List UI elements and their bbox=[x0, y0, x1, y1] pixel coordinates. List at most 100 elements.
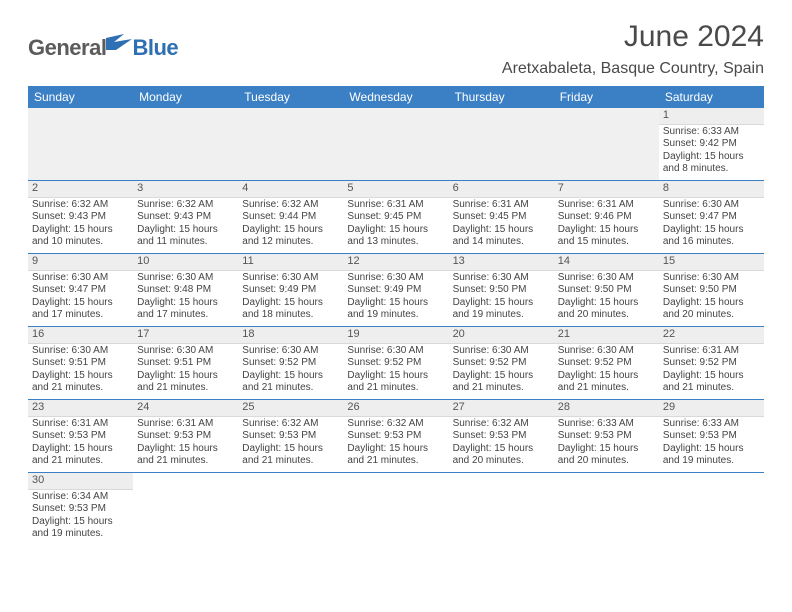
sunrise-line: Sunrise: 6:32 AM bbox=[32, 199, 129, 212]
day-cell: 7Sunrise: 6:31 AMSunset: 9:46 PMDaylight… bbox=[554, 181, 659, 253]
day-number: 1 bbox=[659, 108, 764, 125]
day-number: 27 bbox=[449, 400, 554, 417]
empty-cell bbox=[449, 473, 554, 545]
sunrise-line: Sunrise: 6:31 AM bbox=[453, 199, 550, 212]
page: General Blue June 2024 Aretxabaleta, Bas… bbox=[0, 0, 792, 565]
daylight-line-2: and 20 minutes. bbox=[663, 309, 760, 322]
day-cell: 11Sunrise: 6:30 AMSunset: 9:49 PMDayligh… bbox=[238, 254, 343, 326]
weekday-label: Saturday bbox=[659, 86, 764, 108]
sunset-line: Sunset: 9:50 PM bbox=[453, 284, 550, 297]
weekday-label: Wednesday bbox=[343, 86, 448, 108]
sunrise-line: Sunrise: 6:31 AM bbox=[558, 199, 655, 212]
daylight-line-2: and 19 minutes. bbox=[663, 455, 760, 468]
sunrise-line: Sunrise: 6:32 AM bbox=[453, 418, 550, 431]
sunset-line: Sunset: 9:53 PM bbox=[32, 503, 129, 516]
week-row: 16Sunrise: 6:30 AMSunset: 9:51 PMDayligh… bbox=[28, 327, 764, 400]
sunrise-line: Sunrise: 6:30 AM bbox=[32, 345, 129, 358]
weekday-label: Sunday bbox=[28, 86, 133, 108]
sunset-line: Sunset: 9:53 PM bbox=[453, 430, 550, 443]
sunrise-line: Sunrise: 6:30 AM bbox=[558, 272, 655, 285]
sunrise-line: Sunrise: 6:32 AM bbox=[137, 199, 234, 212]
sunset-line: Sunset: 9:52 PM bbox=[558, 357, 655, 370]
daylight-line-2: and 13 minutes. bbox=[347, 236, 444, 249]
day-number: 9 bbox=[28, 254, 133, 271]
day-cell: 5Sunrise: 6:31 AMSunset: 9:45 PMDaylight… bbox=[343, 181, 448, 253]
sunset-line: Sunset: 9:49 PM bbox=[242, 284, 339, 297]
sunset-line: Sunset: 9:53 PM bbox=[558, 430, 655, 443]
sunset-line: Sunset: 9:52 PM bbox=[242, 357, 339, 370]
sunrise-line: Sunrise: 6:30 AM bbox=[347, 272, 444, 285]
daylight-line-1: Daylight: 15 hours bbox=[347, 224, 444, 237]
sunset-line: Sunset: 9:49 PM bbox=[347, 284, 444, 297]
month-title: June 2024 bbox=[502, 20, 764, 54]
sunrise-line: Sunrise: 6:30 AM bbox=[453, 272, 550, 285]
daylight-line-2: and 21 minutes. bbox=[137, 455, 234, 468]
day-cell: 24Sunrise: 6:31 AMSunset: 9:53 PMDayligh… bbox=[133, 400, 238, 472]
day-number: 22 bbox=[659, 327, 764, 344]
daylight-line-1: Daylight: 15 hours bbox=[453, 370, 550, 383]
daylight-line-2: and 16 minutes. bbox=[663, 236, 760, 249]
daylight-line-2: and 21 minutes. bbox=[242, 455, 339, 468]
daylight-line-2: and 21 minutes. bbox=[347, 382, 444, 395]
empty-cell bbox=[238, 108, 343, 180]
daylight-line-2: and 20 minutes. bbox=[453, 455, 550, 468]
daylight-line-1: Daylight: 15 hours bbox=[558, 297, 655, 310]
daylight-line-1: Daylight: 15 hours bbox=[242, 370, 339, 383]
day-number: 21 bbox=[554, 327, 659, 344]
daylight-line-1: Daylight: 15 hours bbox=[663, 370, 760, 383]
daylight-line-1: Daylight: 15 hours bbox=[347, 443, 444, 456]
day-number: 7 bbox=[554, 181, 659, 198]
daylight-line-1: Daylight: 15 hours bbox=[558, 370, 655, 383]
empty-cell bbox=[238, 473, 343, 545]
day-cell: 9Sunrise: 6:30 AMSunset: 9:47 PMDaylight… bbox=[28, 254, 133, 326]
day-cell: 29Sunrise: 6:33 AMSunset: 9:53 PMDayligh… bbox=[659, 400, 764, 472]
sunrise-line: Sunrise: 6:34 AM bbox=[32, 491, 129, 504]
daylight-line-1: Daylight: 15 hours bbox=[558, 443, 655, 456]
daylight-line-2: and 21 minutes. bbox=[32, 382, 129, 395]
daylight-line-2: and 21 minutes. bbox=[347, 455, 444, 468]
day-number: 16 bbox=[28, 327, 133, 344]
day-number: 13 bbox=[449, 254, 554, 271]
daylight-line-1: Daylight: 15 hours bbox=[453, 443, 550, 456]
daylight-line-1: Daylight: 15 hours bbox=[663, 151, 760, 164]
daylight-line-1: Daylight: 15 hours bbox=[347, 297, 444, 310]
sunset-line: Sunset: 9:45 PM bbox=[453, 211, 550, 224]
daylight-line-1: Daylight: 15 hours bbox=[32, 224, 129, 237]
sunrise-line: Sunrise: 6:31 AM bbox=[347, 199, 444, 212]
day-cell: 13Sunrise: 6:30 AMSunset: 9:50 PMDayligh… bbox=[449, 254, 554, 326]
day-number: 23 bbox=[28, 400, 133, 417]
daylight-line-1: Daylight: 15 hours bbox=[242, 443, 339, 456]
sunrise-line: Sunrise: 6:30 AM bbox=[453, 345, 550, 358]
weekday-label: Thursday bbox=[449, 86, 554, 108]
day-number: 15 bbox=[659, 254, 764, 271]
day-number: 4 bbox=[238, 181, 343, 198]
sunrise-line: Sunrise: 6:30 AM bbox=[347, 345, 444, 358]
sunset-line: Sunset: 9:48 PM bbox=[137, 284, 234, 297]
day-cell: 28Sunrise: 6:33 AMSunset: 9:53 PMDayligh… bbox=[554, 400, 659, 472]
sunset-line: Sunset: 9:51 PM bbox=[32, 357, 129, 370]
day-number: 14 bbox=[554, 254, 659, 271]
daylight-line-2: and 20 minutes. bbox=[558, 455, 655, 468]
logo: General Blue bbox=[28, 34, 178, 61]
sunset-line: Sunset: 9:53 PM bbox=[242, 430, 339, 443]
day-cell: 8Sunrise: 6:30 AMSunset: 9:47 PMDaylight… bbox=[659, 181, 764, 253]
day-cell: 18Sunrise: 6:30 AMSunset: 9:52 PMDayligh… bbox=[238, 327, 343, 399]
day-cell: 4Sunrise: 6:32 AMSunset: 9:44 PMDaylight… bbox=[238, 181, 343, 253]
empty-cell bbox=[449, 108, 554, 180]
daylight-line-1: Daylight: 15 hours bbox=[32, 516, 129, 529]
sunset-line: Sunset: 9:52 PM bbox=[453, 357, 550, 370]
sunset-line: Sunset: 9:52 PM bbox=[347, 357, 444, 370]
week-row: 2Sunrise: 6:32 AMSunset: 9:43 PMDaylight… bbox=[28, 181, 764, 254]
day-cell: 20Sunrise: 6:30 AMSunset: 9:52 PMDayligh… bbox=[449, 327, 554, 399]
daylight-line-1: Daylight: 15 hours bbox=[137, 370, 234, 383]
empty-cell bbox=[659, 473, 764, 545]
daylight-line-1: Daylight: 15 hours bbox=[137, 297, 234, 310]
daylight-line-2: and 21 minutes. bbox=[663, 382, 760, 395]
empty-cell bbox=[133, 108, 238, 180]
sunset-line: Sunset: 9:43 PM bbox=[32, 211, 129, 224]
sunrise-line: Sunrise: 6:30 AM bbox=[663, 199, 760, 212]
day-number: 3 bbox=[133, 181, 238, 198]
location: Aretxabaleta, Basque Country, Spain bbox=[502, 60, 764, 78]
empty-cell bbox=[133, 473, 238, 545]
week-row: 1Sunrise: 6:33 AMSunset: 9:42 PMDaylight… bbox=[28, 108, 764, 181]
